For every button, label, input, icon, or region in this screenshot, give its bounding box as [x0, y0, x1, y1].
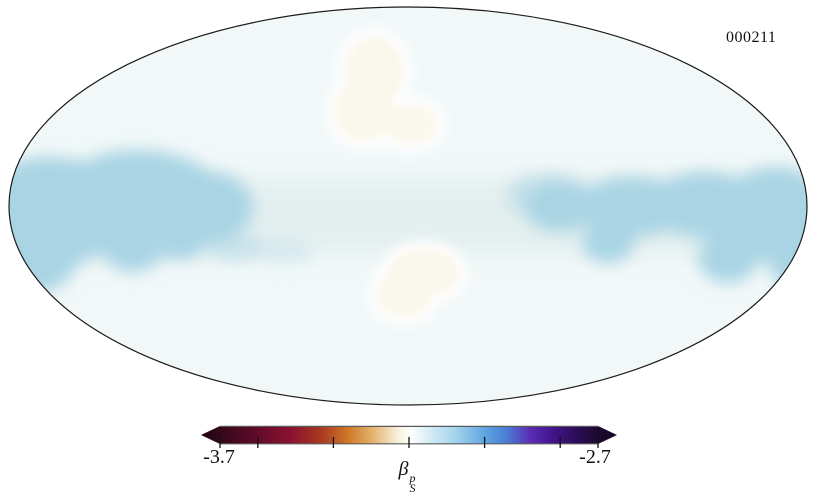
colorbar-min-label: -3.7 [203, 446, 235, 468]
colorbar [201, 425, 617, 448]
map-outline [8, 6, 808, 406]
frame-number-label: 000211 [726, 29, 777, 46]
colorbar-max-label: -2.7 [579, 446, 611, 468]
colorbar-bar [201, 426, 617, 444]
colorbar-ticks [219, 437, 599, 448]
mollweide-map [8, 6, 808, 406]
beta-superscript: p [409, 471, 416, 485]
beta-subscript: S [409, 481, 416, 494]
beta-symbol: β [398, 458, 409, 480]
south-warm-spot [376, 248, 460, 318]
galactic-plane-right-lobe [506, 167, 807, 292]
north-warm-spot [334, 36, 438, 144]
